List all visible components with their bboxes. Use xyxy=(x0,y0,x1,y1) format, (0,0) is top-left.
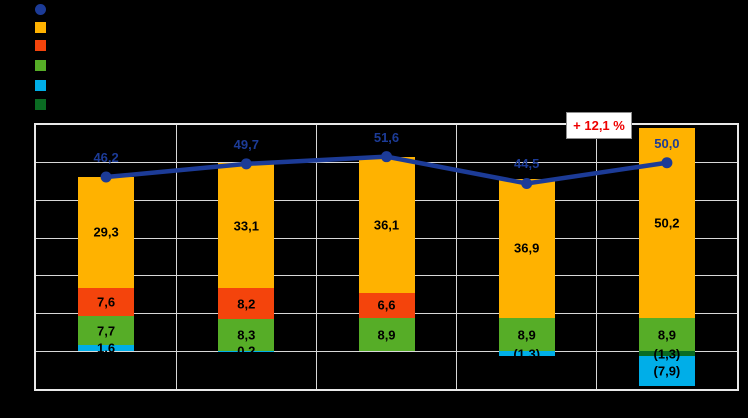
segment-value-label: 8,3 xyxy=(237,327,256,343)
segment-value-label: (1,3) xyxy=(513,346,541,362)
segment-value-label: 36,9 xyxy=(514,240,540,256)
legend-swatch-icon xyxy=(35,22,46,33)
segment-value-label: 33,1 xyxy=(233,218,259,234)
legend-swatch-icon xyxy=(35,99,46,110)
bar-segment-cyan xyxy=(498,351,555,357)
legend-swatch-icon xyxy=(35,40,46,51)
line-marker-icon xyxy=(240,158,252,170)
line-value-label: 51,6 xyxy=(373,129,400,145)
v-gridline xyxy=(315,125,317,389)
segment-value-label: 7,6 xyxy=(97,294,116,310)
segment-value-label: 8,9 xyxy=(517,327,536,342)
growth-callout-badge: + 12,1 % xyxy=(566,112,632,139)
bar-segment-orange xyxy=(78,177,135,288)
bar-segment-green xyxy=(78,316,135,346)
chart-legend xyxy=(0,0,200,115)
segment-value-label: (1,3) xyxy=(653,346,681,362)
growth-callout-text: + 12,1 % xyxy=(573,118,625,133)
v-gridline xyxy=(456,125,458,389)
total-line-series xyxy=(100,151,673,189)
segment-value-label: 29,3 xyxy=(93,224,119,240)
bar-segment-cyan xyxy=(638,356,695,386)
segment-value-label: 8,9 xyxy=(657,327,676,342)
segment-value-label: 36,1 xyxy=(373,217,400,233)
segment-value-label: 6,6 xyxy=(377,297,396,313)
bar-segment-orange xyxy=(218,163,275,289)
bar-segment-orange xyxy=(358,156,415,293)
line-marker-icon xyxy=(100,171,112,183)
line-value-label: 44,5 xyxy=(514,156,540,172)
bar-segment-green xyxy=(498,317,555,352)
v-gridline xyxy=(175,125,177,389)
bar-segment-cyan xyxy=(218,350,275,352)
segment-value-label: 7,7 xyxy=(97,323,116,339)
legend-line-marker-icon xyxy=(35,4,46,15)
segment-value-label: 1,6 xyxy=(97,340,116,356)
segment-value-label: 8,2 xyxy=(237,296,256,312)
bar-segment-darkgreen xyxy=(638,351,695,357)
bar-segment-orangered xyxy=(78,287,135,317)
bar-segment-green xyxy=(218,319,275,351)
v-gridline xyxy=(596,125,598,389)
line-value-label: 49,7 xyxy=(233,136,259,152)
bar-segment-orange xyxy=(498,178,555,318)
segment-value-label: 50,2 xyxy=(654,215,680,231)
segment-value-label: (7,9) xyxy=(653,363,681,379)
bar-segment-orangered xyxy=(358,292,415,318)
bar-segment-green xyxy=(358,317,415,352)
plot-area: 1,6 7,7 7,6 29,3 0,2 8,3 8,2 33,1 8,9 6,6 36,1 8,9 3… xyxy=(34,123,739,391)
bar-segment-orangered xyxy=(218,288,275,320)
bar-segment-cyan xyxy=(78,345,135,352)
line-value-label: 50,0 xyxy=(654,135,680,151)
line-value-label: 46,2 xyxy=(93,150,119,166)
h-gridline xyxy=(36,350,737,352)
segment-value-label: 0,2 xyxy=(237,343,256,359)
line-marker-icon xyxy=(521,177,533,189)
line-marker-icon xyxy=(381,151,392,163)
segment-value-label: 8,9 xyxy=(377,327,396,342)
line-marker-icon xyxy=(661,157,673,169)
bar-segment-green xyxy=(638,317,695,352)
legend-swatch-icon xyxy=(35,60,46,71)
legend-swatch-icon xyxy=(35,80,46,91)
